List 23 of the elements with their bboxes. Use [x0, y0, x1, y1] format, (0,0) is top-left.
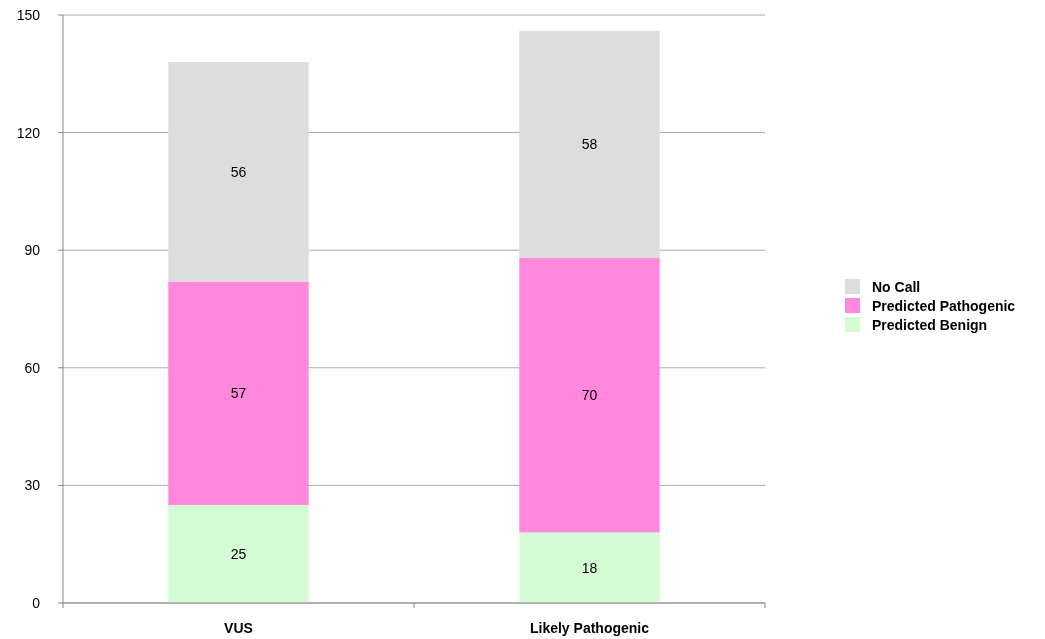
data-label: 57 [230, 385, 247, 402]
bar [519, 258, 660, 533]
bar [168, 281, 309, 505]
y-tick-label: 120 [16, 124, 41, 141]
y-tick-label: 60 [24, 359, 41, 376]
legend-label: Predicted Pathogenic [872, 298, 1016, 314]
x-tick-label: VUS [224, 620, 253, 636]
data-label: 56 [230, 163, 247, 180]
y-tick-label: 30 [24, 477, 41, 494]
bar [168, 505, 309, 603]
bar [519, 532, 660, 603]
bar [519, 30, 660, 259]
bar [168, 62, 309, 282]
data-label: 70 [581, 387, 598, 404]
legend-label: Predicted Benign [872, 317, 988, 333]
y-tick-label: 0 [32, 595, 41, 611]
y-tick-label: 90 [24, 242, 41, 259]
data-label: 25 [230, 546, 247, 562]
data-label: 58 [581, 136, 598, 153]
y-tick-label: 150 [16, 7, 41, 23]
legend-label: No Call [872, 279, 921, 295]
data-label: 18 [581, 559, 598, 576]
x-tick-label: Likely Pathogenic [529, 620, 650, 636]
